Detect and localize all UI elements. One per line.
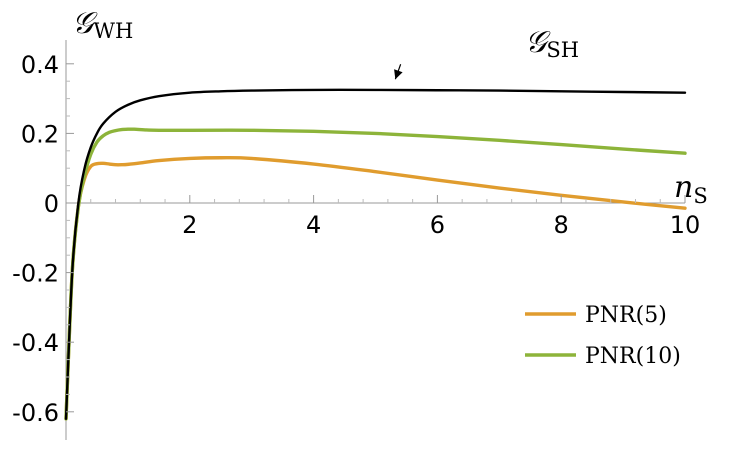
- annotation-arrow: [394, 64, 403, 80]
- ticks-group: 2 4 6 8 10 -0.6 -0.4 -0.2 0 0.2 0.4: [12, 51, 700, 427]
- annotation-label: 𝒢SH: [525, 25, 579, 62]
- legend: PNR(5) PNR(10): [525, 303, 681, 369]
- series-line-pnr10: [64, 127, 687, 421]
- x-tick-label: 10: [670, 211, 701, 239]
- x-axis-label-sub: S: [693, 184, 707, 208]
- y-axis-label-sub: WH: [93, 19, 133, 43]
- y-tick-label: -0.4: [12, 329, 59, 357]
- x-tick-label: 8: [554, 211, 569, 239]
- legend-label: PNR(10): [585, 344, 681, 369]
- legend-label: PNR(5): [585, 303, 667, 328]
- y-tick-label: 0.4: [21, 51, 59, 79]
- x-tick-label: 6: [430, 211, 445, 239]
- y-tick-label: -0.2: [12, 260, 59, 288]
- y-axis-label: 𝒢WH: [72, 6, 133, 43]
- series-line-gsh: [64, 88, 687, 420]
- y-tick-label: 0.2: [21, 120, 59, 148]
- x-axis-label: nS: [674, 170, 708, 208]
- x-tick-label: 4: [306, 211, 321, 239]
- series-group: [64, 88, 687, 421]
- axes: [65, 40, 685, 440]
- annotation-sub: SH: [546, 38, 579, 62]
- y-tick-label: 0: [44, 190, 59, 218]
- y-tick-label: -0.6: [12, 399, 59, 427]
- x-axis-label-main: n: [674, 170, 693, 205]
- annotation-arrow-head: [394, 69, 403, 80]
- series-line-pnr5: [64, 156, 687, 421]
- x-tick-label: 2: [182, 211, 197, 239]
